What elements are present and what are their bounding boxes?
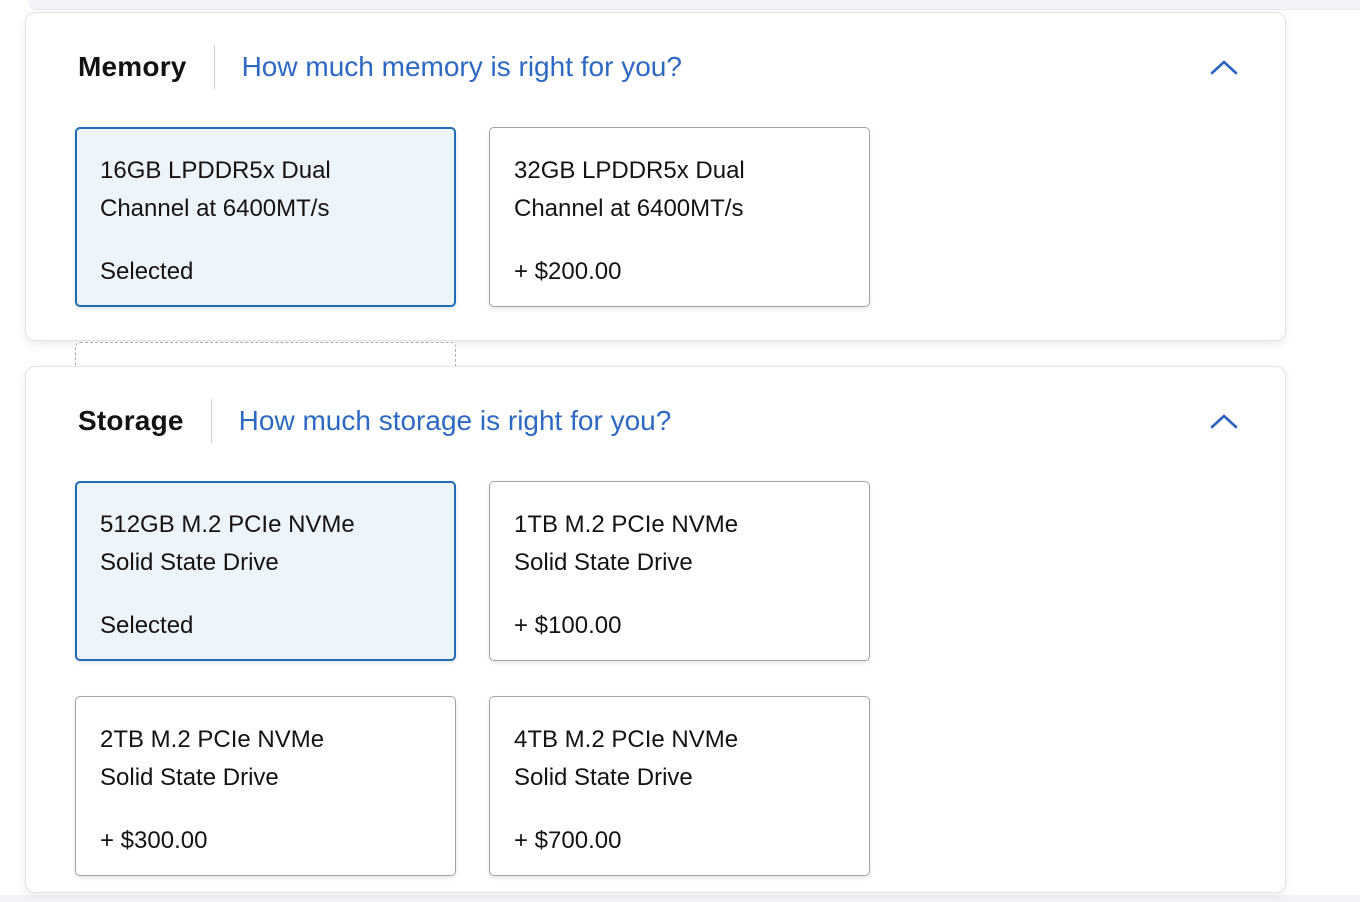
storage-option-512gb[interactable]: 512GB M.2 PCIe NVMe Solid State Drive Se… [75,481,456,661]
option-price: + $300.00 [100,827,208,854]
storage-section-title: Storage [78,405,184,436]
storage-section-header: Storage How much storage is right for yo… [50,399,1261,443]
option-status: Selected [100,258,194,285]
storage-section-card: Storage How much storage is right for yo… [25,366,1286,893]
storage-option-4tb[interactable]: 4TB M.2 PCIe NVMe Solid State Drive + $7… [489,696,870,876]
option-label: 1TB M.2 PCIe NVMe Solid State Drive [514,511,739,576]
option-price: + $100.00 [514,612,622,639]
option-price: + $700.00 [514,827,622,854]
option-label: 2TB M.2 PCIe NVMe Solid State Drive [100,726,325,791]
page-bottom-strip [0,895,1360,902]
memory-option-16gb[interactable]: 16GB LPDDR5x Dual Channel at 6400MT/s Se… [75,127,456,307]
chevron-up-icon [1210,414,1238,429]
storage-options: 512GB M.2 PCIe NVMe Solid State Drive Se… [50,481,1261,876]
memory-section-title: Memory [78,51,187,82]
chevron-up-icon [1210,60,1238,75]
storage-option-1tb[interactable]: 1TB M.2 PCIe NVMe Solid State Drive + $1… [489,481,870,661]
option-label: 4TB M.2 PCIe NVMe Solid State Drive [514,726,739,791]
page-top-strip [28,0,1360,10]
header-divider [213,45,215,89]
option-price: + $200.00 [514,258,622,285]
option-status: Selected [100,612,194,639]
memory-collapse-button[interactable] [1199,52,1249,82]
header-divider [210,399,212,443]
memory-section-header: Memory How much memory is right for you? [50,45,1261,89]
memory-option-32gb[interactable]: 32GB LPDDR5x Dual Channel at 6400MT/s + … [489,127,870,307]
storage-option-2tb[interactable]: 2TB M.2 PCIe NVMe Solid State Drive + $3… [75,696,456,876]
memory-help-link[interactable]: How much memory is right for you? [241,51,682,82]
storage-collapse-button[interactable] [1199,406,1249,436]
storage-help-link[interactable]: How much storage is right for you? [238,405,672,436]
memory-section-card: Memory How much memory is right for you?… [25,12,1286,522]
option-label: 32GB LPDDR5x Dual Channel at 6400MT/s [514,157,745,222]
option-label: 512GB M.2 PCIe NVMe Solid State Drive [100,511,355,576]
option-label: 16GB LPDDR5x Dual Channel at 6400MT/s [100,157,331,222]
